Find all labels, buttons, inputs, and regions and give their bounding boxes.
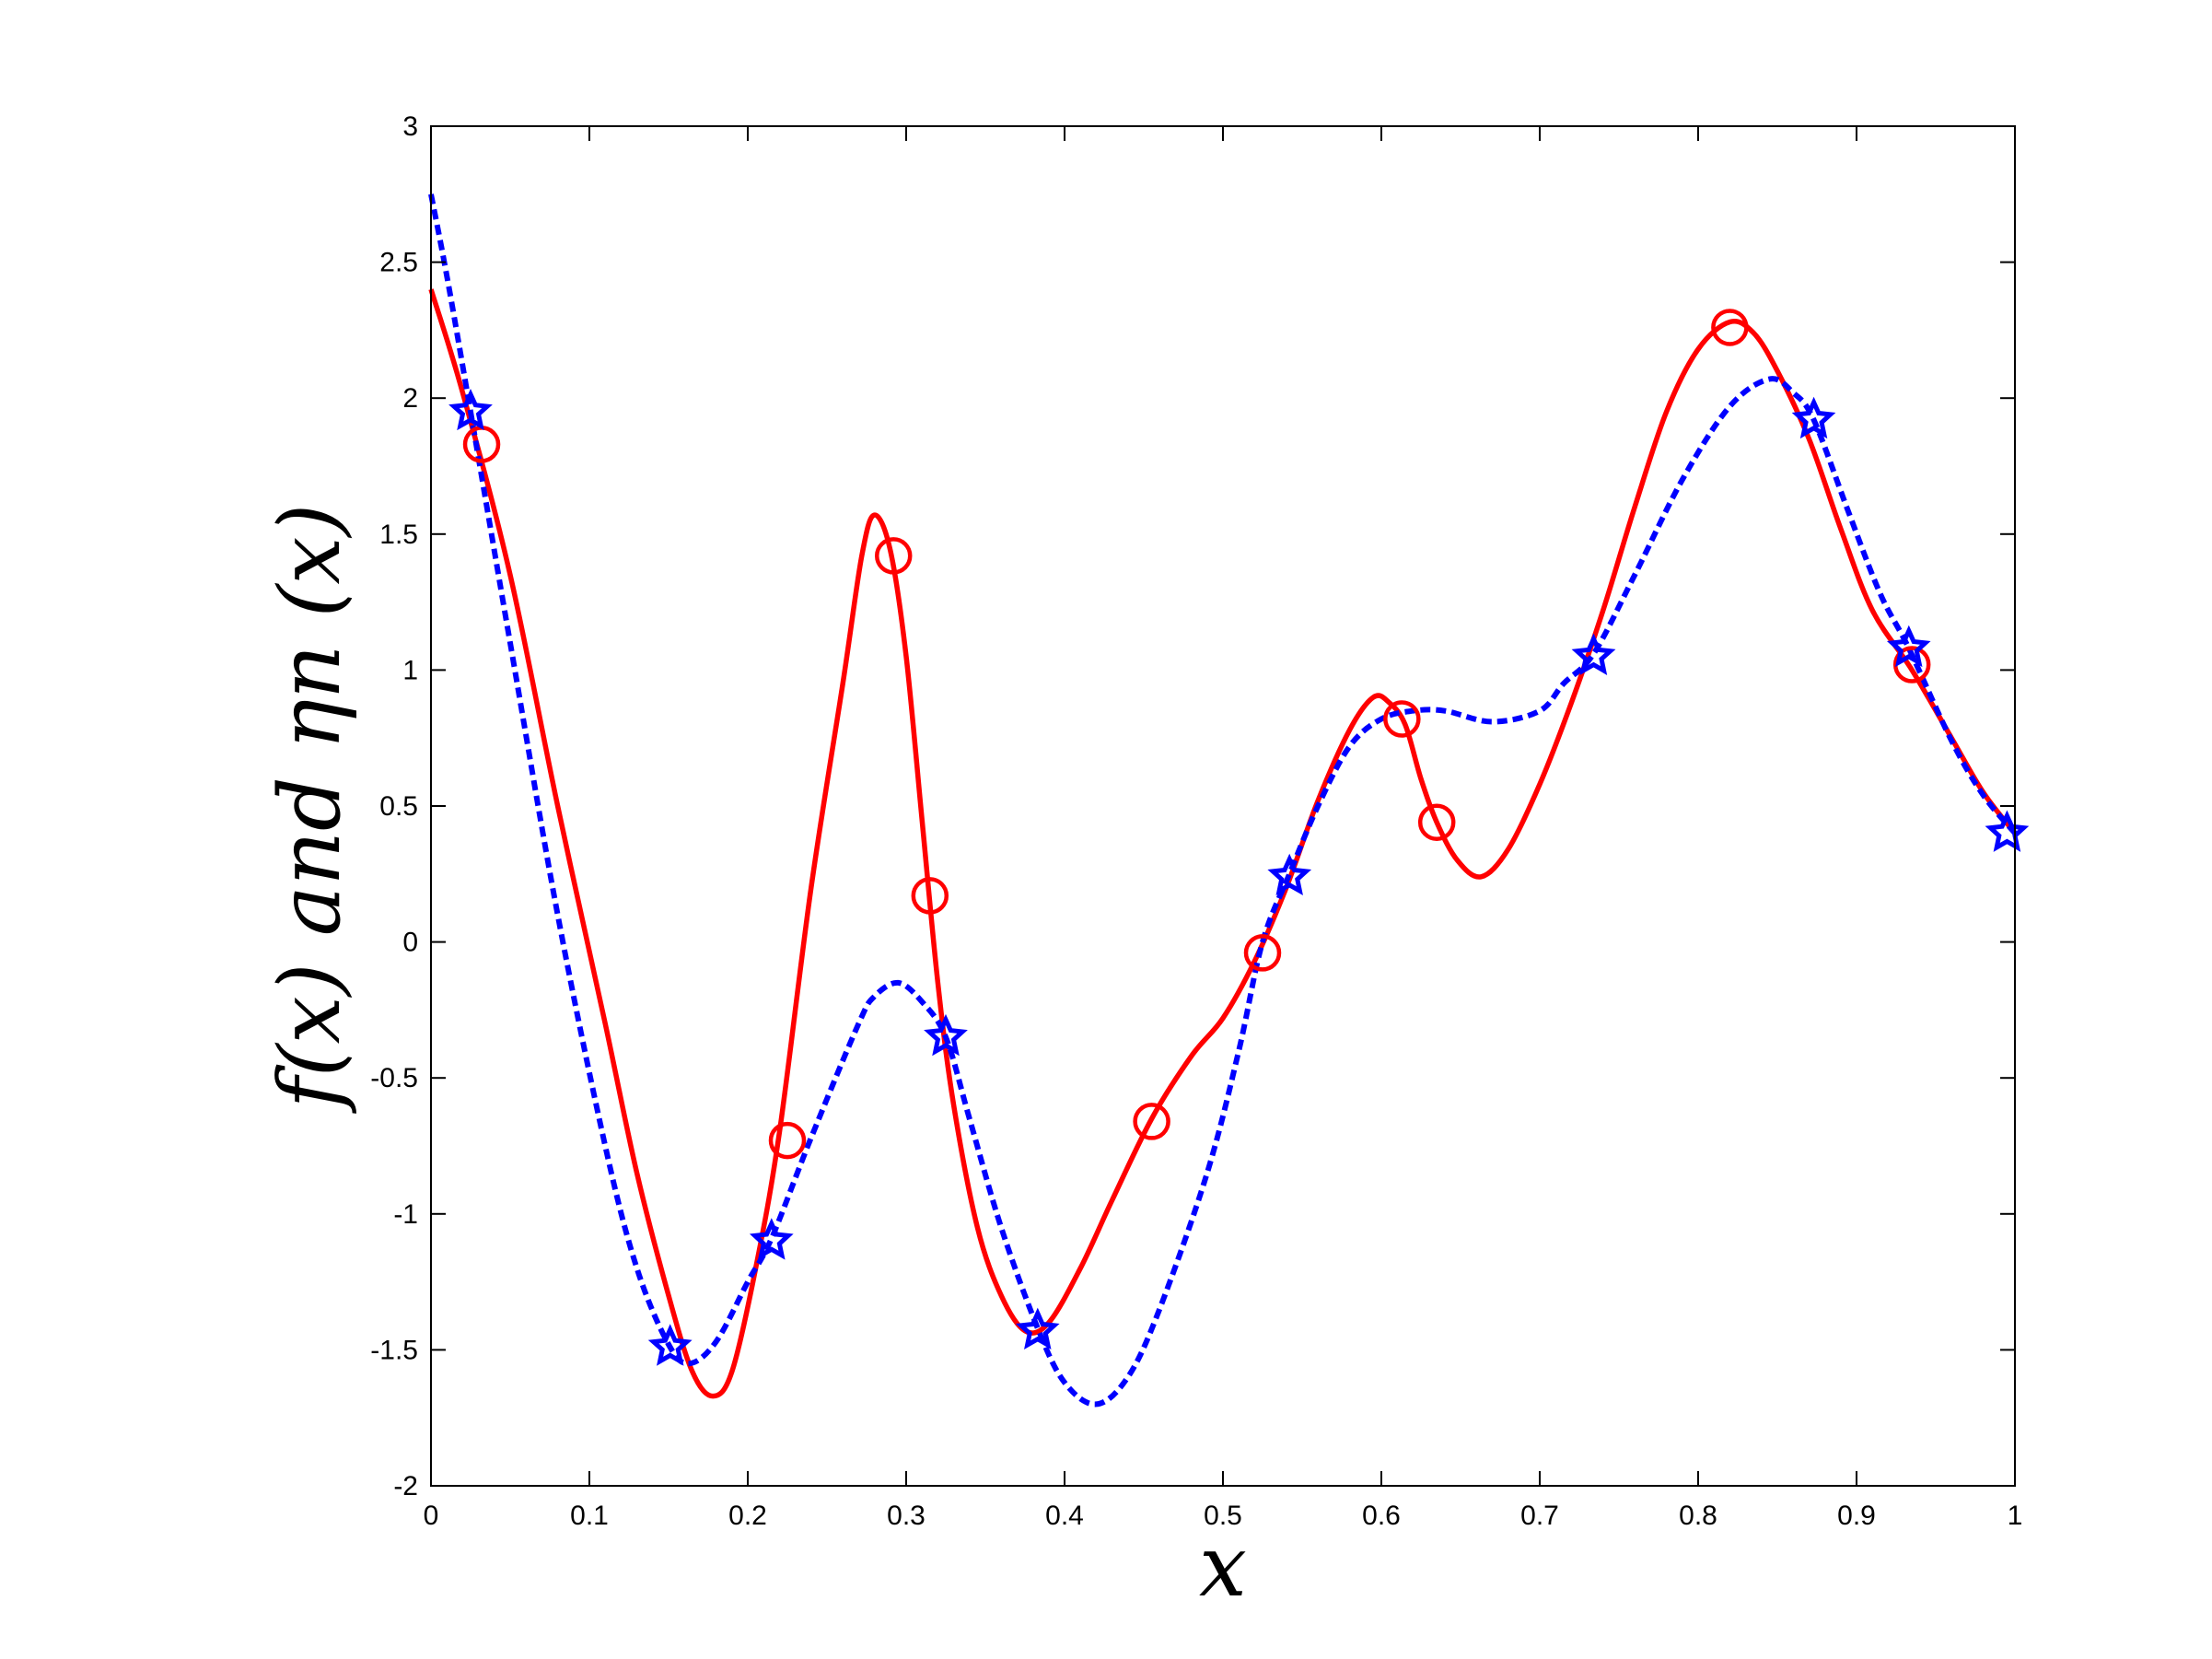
x-tick-label: 0.1	[570, 1501, 609, 1531]
y-tick-label: -2	[393, 1471, 418, 1501]
y-tick-label: 3	[402, 111, 418, 142]
ticks-layer: 0 0.1 0.2 0.3 0.4 0.5 0.6 0.7 0.8 0.9 1 -2 -1.5 -1 -0.…	[370, 111, 2022, 1531]
star-marker	[647, 1324, 693, 1366]
star-marker	[448, 388, 493, 431]
star-marker	[1267, 853, 1312, 895]
curves-layer	[428, 193, 2018, 1408]
circle-marker	[1892, 646, 1931, 683]
series-line-solid	[428, 288, 2018, 1399]
circle-marker	[1243, 934, 1282, 972]
star-marker	[924, 1013, 968, 1057]
circle-marker	[1383, 700, 1421, 738]
x-tick-label: 0.3	[887, 1501, 926, 1531]
y-tick-label: 0.5	[379, 791, 418, 822]
x-tick-label: 0.9	[1837, 1501, 1876, 1531]
x-tick-label: 0.4	[1045, 1501, 1084, 1531]
star-marker	[1985, 810, 2030, 852]
star-marker	[749, 1218, 794, 1260]
y-tick-label: -1.5	[370, 1335, 418, 1365]
y-tick-label: -0.5	[370, 1063, 418, 1093]
circle-marker	[768, 1121, 807, 1160]
y-tick-label: 0	[402, 928, 418, 958]
y-axis-label: f(x) and ηn (x)	[261, 504, 359, 1115]
star-marker	[1571, 633, 1616, 675]
markers-layer	[448, 309, 2030, 1366]
circle-marker	[911, 877, 949, 915]
circle-marker	[1711, 309, 1749, 346]
circle-marker	[874, 537, 913, 575]
y-tick-label: -1	[393, 1199, 418, 1230]
circle-marker	[1417, 803, 1456, 841]
y-tick-label: 1.5	[379, 520, 418, 550]
x-tick-label: 0.8	[1679, 1501, 1717, 1531]
circle-marker	[1133, 1103, 1170, 1140]
x-tick-label: 1	[2008, 1501, 2023, 1531]
y-tick-label: 1	[402, 655, 418, 685]
y-tick-label: 2.5	[379, 248, 418, 278]
x-tick-label: 0.7	[1520, 1501, 1559, 1531]
x-tick-label: 0.2	[728, 1501, 767, 1531]
y-tick-label: 2	[402, 383, 418, 414]
plot-area: 0 0.1 0.2 0.3 0.4 0.5 0.6 0.7 0.8 0.9 1 -2 -1.5 -1 -0.…	[370, 111, 2030, 1531]
x-axis-label: x	[1199, 1517, 1247, 1616]
star-marker	[1015, 1307, 1060, 1350]
x-tick-label: 0.5	[1204, 1501, 1242, 1531]
x-tick-label: 0	[424, 1501, 439, 1531]
star-marker	[1886, 625, 1931, 668]
star-marker	[1791, 396, 1836, 439]
x-tick-label: 0.6	[1362, 1501, 1401, 1531]
